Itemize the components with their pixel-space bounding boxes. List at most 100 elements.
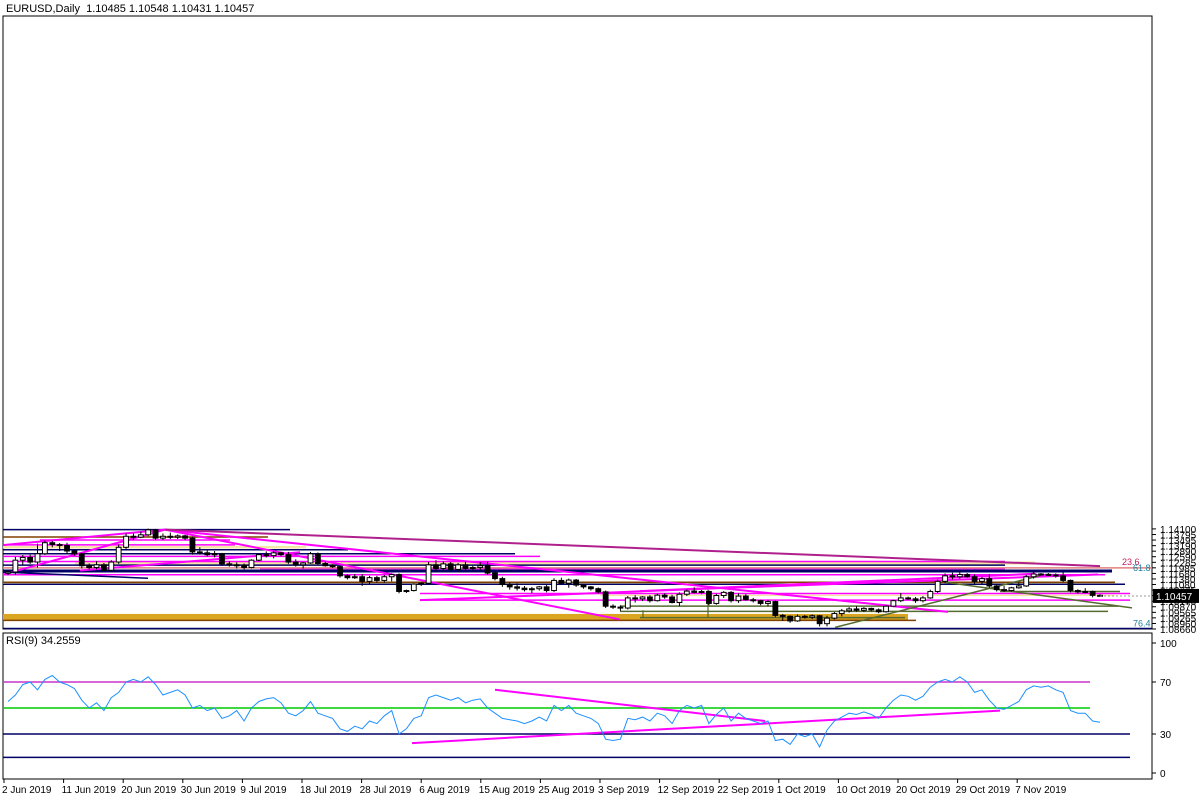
candle-bear <box>130 535 137 538</box>
time-tick-label: 29 Oct 2019 <box>956 785 1011 796</box>
candle-bear <box>359 576 366 582</box>
candle-bear <box>905 597 912 600</box>
candle-bear <box>314 553 321 565</box>
time-tick-label: 20 Oct 2019 <box>896 785 951 796</box>
candle-bear <box>587 586 594 590</box>
candle-bull <box>720 591 727 597</box>
time-tick-label: 12 Sep 2019 <box>658 785 715 796</box>
candle-bull <box>1008 587 1015 592</box>
candle-bull <box>160 535 166 539</box>
candle-bull <box>34 553 41 563</box>
time-tick-label: 3 Sep 2019 <box>598 785 650 796</box>
candle-bull <box>809 615 816 618</box>
time-tick-label: 10 Oct 2019 <box>836 785 891 796</box>
time-tick-label: 7 Nov 2019 <box>1015 785 1067 796</box>
candle-bear <box>543 586 550 592</box>
candle-bear <box>1074 590 1081 593</box>
candle-bear <box>728 591 734 602</box>
candle-bear <box>492 572 498 580</box>
price-tick-label: 1.11380 <box>1160 575 1196 586</box>
time-tick-label: 11 Jun 2019 <box>62 785 117 796</box>
candle-bear <box>263 554 270 557</box>
candle-bear <box>787 615 794 622</box>
price-zone <box>600 594 1115 597</box>
price-zone <box>3 546 306 549</box>
candle-bear <box>204 552 211 556</box>
candle-bull <box>831 613 838 619</box>
price-tick-label: 1.14100 <box>1160 525 1197 536</box>
candle-bear <box>558 579 565 584</box>
candle-bear <box>993 585 1000 591</box>
time-tick-label: 20 Jun 2019 <box>121 785 176 796</box>
candle-bear <box>610 605 616 608</box>
candle-bull <box>248 559 255 569</box>
candle-bear <box>691 590 698 593</box>
candle-bull <box>270 552 277 557</box>
candle-bull <box>860 607 867 611</box>
candle-bull <box>956 574 963 578</box>
candle-bull <box>639 596 646 600</box>
candle-bear <box>1089 590 1096 596</box>
candle-bull <box>528 588 535 591</box>
ohlc-label: 1.10485 1.10548 1.10431 1.10457 <box>86 3 255 15</box>
candle-bear <box>329 565 336 568</box>
candle-bear <box>484 565 491 574</box>
fib-label-23-6: 23.6 <box>1122 557 1140 567</box>
candle-bear <box>56 544 63 547</box>
candle-bull <box>735 595 742 602</box>
candle-bull <box>108 561 115 571</box>
candle-bull <box>211 553 218 556</box>
trend-line <box>164 528 949 613</box>
candle-bear <box>1052 574 1059 577</box>
candle-bull <box>351 576 358 579</box>
price-tick-label: 1.11680 <box>1160 569 1196 580</box>
time-tick-label: 18 Jul 2019 <box>300 785 352 796</box>
trend-line <box>944 581 1133 609</box>
candle-bear <box>219 553 225 565</box>
candle-bull <box>388 574 395 578</box>
time-tick-label: 22 Sep 2019 <box>717 785 774 796</box>
candle-bear <box>580 584 587 588</box>
candle-bear <box>71 550 78 555</box>
candle-bear <box>949 575 956 578</box>
rsi-tick-label: 30 <box>1160 730 1172 741</box>
candle-bull <box>927 590 934 599</box>
candle-bear <box>101 564 107 571</box>
candle-bear <box>521 587 528 591</box>
time-tick-label: 6 Aug 2019 <box>419 785 470 796</box>
candle-bull <box>469 567 476 570</box>
candle-bull <box>145 529 152 536</box>
candle-bull <box>5 571 11 574</box>
candle-bull <box>425 564 432 584</box>
price-tick-label: 1.13190 <box>1160 542 1197 553</box>
candle-bear <box>285 554 292 563</box>
rsi-header: RSI(9) 34.2559 <box>6 635 81 647</box>
candle-bull <box>1082 590 1089 593</box>
candle-bear <box>868 607 875 611</box>
rsi-trend-line <box>494 688 766 722</box>
candle-bull <box>890 600 897 607</box>
candle-bear <box>661 594 668 598</box>
candle-bear <box>573 579 580 586</box>
candle-bull <box>551 579 557 592</box>
candle-bull <box>93 564 100 569</box>
candle-bull <box>846 608 853 612</box>
price-zone <box>75 561 1035 565</box>
candle-bear <box>772 601 779 616</box>
candle-bear <box>964 574 971 578</box>
candle-bull <box>676 593 683 604</box>
candle-bull <box>683 590 690 595</box>
current-price-label: 1.10457 <box>1156 592 1193 603</box>
candle-bear <box>226 563 233 566</box>
fib-label-76-4: 76.4 <box>1133 618 1151 628</box>
rsi-trend-line <box>411 709 1001 745</box>
candle-bear <box>1060 575 1067 581</box>
candle-bear <box>278 552 284 556</box>
candle-bull <box>624 597 631 609</box>
candle-bull <box>440 563 447 569</box>
candle-bull <box>934 580 941 592</box>
price-tick-label: 1.13795 <box>1160 531 1197 542</box>
candle-bear <box>971 576 978 582</box>
candle-bear <box>757 600 764 604</box>
